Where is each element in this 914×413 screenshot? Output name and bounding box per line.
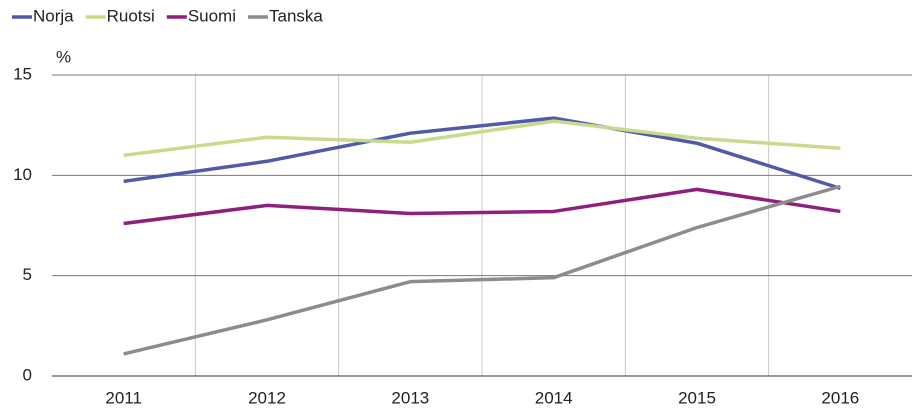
legend-label: Norja [33,6,74,25]
y-tick-label: 15 [13,64,32,83]
x-tick-label: 2012 [248,388,286,407]
y-tick-label: 10 [13,165,32,184]
line-series [123,184,841,356]
y-axis-label: % [56,47,71,66]
legend-label: Suomi [188,6,236,25]
x-tick-label: 2015 [678,388,716,407]
x-tick-label: 2013 [391,388,429,407]
legend-label: Tanska [269,6,323,25]
line-series [123,119,841,158]
y-tick-label: 5 [23,265,32,284]
x-tick-label: 2014 [535,388,573,407]
line-series [123,116,841,191]
legend-label: Ruotsi [107,6,155,25]
y-tick-label: 0 [23,365,32,384]
x-tick-label: 2016 [821,388,859,407]
line-series [123,187,841,226]
x-tick-label: 2011 [105,388,142,407]
